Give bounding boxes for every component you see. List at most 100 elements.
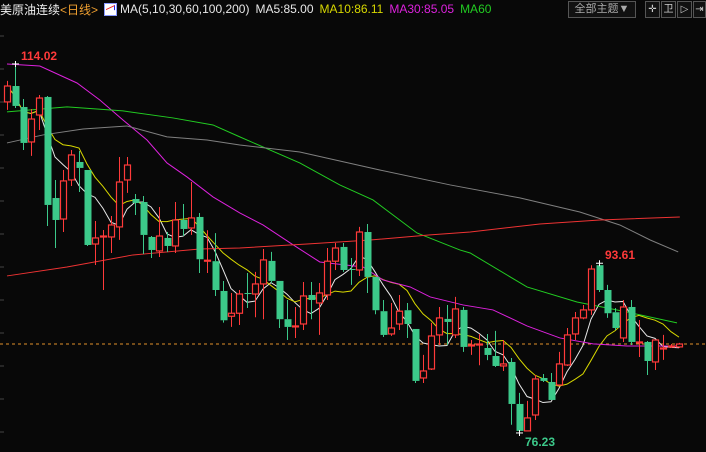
candle[interactable] — [492, 330, 500, 367]
candle[interactable] — [27, 108, 36, 156]
candle[interactable] — [171, 202, 180, 253]
candle[interactable] — [12, 63, 20, 108]
candle[interactable] — [355, 226, 364, 276]
candle[interactable] — [540, 373, 548, 382]
candle[interactable] — [348, 257, 356, 285]
candle[interactable] — [123, 157, 132, 193]
candle[interactable] — [596, 263, 604, 292]
candle[interactable] — [59, 169, 68, 232]
candle[interactable] — [212, 233, 220, 296]
candle[interactable] — [20, 98, 28, 150]
candle[interactable] — [451, 296, 460, 338]
candle[interactable] — [276, 280, 284, 328]
candle[interactable] — [604, 284, 612, 318]
ma-line-ma60 — [6, 106, 678, 324]
candle[interactable] — [644, 340, 652, 375]
candle[interactable] — [419, 354, 428, 383]
candle[interactable] — [475, 333, 484, 366]
play-icon[interactable]: ▷ — [677, 1, 692, 18]
candle[interactable] — [435, 306, 444, 345]
candle[interactable] — [612, 307, 620, 330]
candle[interactable] — [460, 306, 468, 352]
price-annotation-low: 76.23 — [525, 435, 555, 449]
candle[interactable] — [268, 251, 276, 283]
candle[interactable] — [244, 273, 252, 308]
candle[interactable] — [523, 400, 532, 432]
candle[interactable] — [427, 322, 436, 370]
crosshair-icon[interactable]: ✛ — [645, 1, 660, 18]
candle[interactable] — [180, 203, 188, 236]
candle[interactable] — [579, 305, 588, 320]
candle[interactable] — [331, 243, 340, 270]
candle[interactable] — [76, 150, 84, 192]
candle[interactable] — [619, 299, 628, 342]
candle[interactable] — [203, 230, 212, 274]
candle[interactable] — [140, 195, 148, 254]
candle[interactable] — [651, 339, 660, 370]
candle[interactable] — [404, 302, 412, 338]
candle[interactable] — [635, 319, 644, 357]
candle[interactable] — [323, 248, 332, 300]
candle[interactable] — [259, 248, 268, 320]
candle[interactable] — [444, 305, 452, 345]
candle[interactable] — [52, 179, 60, 249]
candle[interactable] — [107, 215, 116, 253]
candle[interactable] — [412, 328, 420, 383]
candle[interactable] — [132, 194, 140, 216]
candle-body — [140, 202, 148, 235]
candle[interactable] — [659, 334, 668, 360]
candle[interactable] — [364, 223, 372, 294]
candle[interactable] — [115, 157, 124, 240]
candle[interactable] — [548, 373, 556, 400]
candle[interactable] — [587, 265, 596, 315]
ma-params[interactable]: MA(5,10,30,60,100,200) — [120, 2, 250, 16]
candle[interactable] — [84, 169, 92, 246]
candle[interactable] — [148, 236, 156, 258]
candle[interactable] — [315, 282, 324, 335]
candle[interactable] — [484, 333, 492, 361]
candle[interactable] — [340, 243, 348, 272]
candle-body — [276, 280, 284, 320]
candle[interactable] — [3, 80, 12, 110]
candle[interactable] — [675, 342, 684, 349]
candle[interactable] — [284, 299, 292, 340]
candle[interactable] — [251, 271, 260, 318]
candle[interactable] — [235, 290, 244, 325]
candle[interactable] — [516, 392, 524, 433]
indicator-chart-icon[interactable] — [104, 2, 118, 16]
candle[interactable] — [499, 339, 508, 371]
chart-settings-icon[interactable]: 卫 — [661, 1, 676, 18]
candle[interactable] — [164, 231, 172, 253]
candle[interactable] — [508, 357, 516, 425]
candle[interactable] — [227, 293, 236, 327]
candle[interactable] — [220, 281, 228, 323]
candle[interactable] — [187, 182, 196, 235]
candle[interactable] — [372, 276, 380, 315]
candle[interactable] — [44, 95, 52, 226]
candle[interactable] — [67, 149, 76, 187]
candle[interactable] — [299, 281, 308, 330]
candle-body — [395, 310, 404, 325]
candle[interactable] — [99, 229, 108, 290]
candle[interactable] — [91, 220, 100, 266]
exit-icon[interactable]: ⇥ — [693, 1, 706, 18]
candle[interactable] — [467, 339, 476, 355]
candle[interactable] — [308, 281, 316, 320]
candle[interactable] — [555, 351, 564, 386]
candle[interactable] — [531, 374, 540, 420]
candle[interactable] — [667, 344, 676, 349]
candle[interactable] — [387, 302, 396, 336]
period-selector[interactable]: <日线> — [60, 2, 99, 17]
candle[interactable] — [155, 206, 164, 257]
theme-dropdown-button[interactable]: 全部主题▼ — [568, 1, 636, 18]
candle[interactable] — [35, 94, 44, 130]
candle[interactable] — [395, 294, 404, 330]
candle[interactable] — [571, 311, 580, 340]
candle[interactable] — [291, 306, 300, 338]
candle[interactable] — [628, 299, 636, 345]
candle[interactable] — [196, 212, 204, 274]
candle[interactable] — [563, 327, 572, 366]
symbol-name[interactable]: 美原油连续 — [0, 2, 61, 17]
candle[interactable] — [380, 299, 388, 337]
